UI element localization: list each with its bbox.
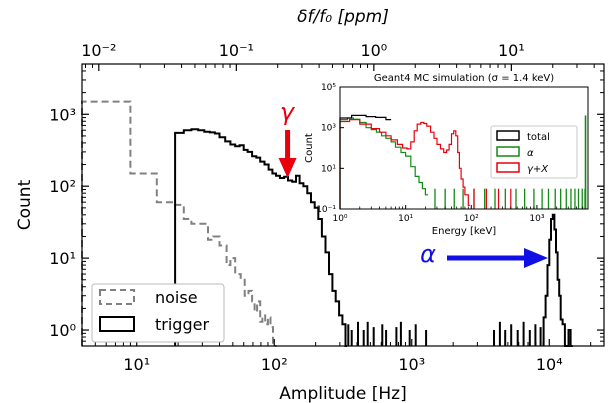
x-tick-label: 10³ (398, 355, 425, 374)
legend-swatch-noise (99, 289, 135, 305)
trigger-tail-bar (395, 327, 398, 346)
trigger-tail-bar (425, 330, 428, 346)
inset-x-axis-label: Energy [keV] (432, 226, 497, 237)
inset-plot: 10⁰ 10¹ 10² 10³ 10⁻¹ 10¹ 10³ 10⁵ Geant4 MC simu… (304, 73, 589, 237)
gamma-arrow-head (278, 158, 297, 178)
inset-series-total-line (339, 114, 392, 209)
y-tick-label: 10² (49, 177, 76, 196)
inset-y-tick-label: 10⁻¹ (316, 205, 336, 215)
inset-plot-frame (339, 86, 589, 210)
x-tick-label: 10¹ (123, 355, 150, 374)
gamma-annotation-label: γ (280, 98, 296, 126)
inset-x-tick-label: 10² (464, 214, 479, 224)
main-legend-box (91, 283, 225, 343)
trigger-tail-bar (385, 330, 388, 346)
inset-legend-label-alpha: α (527, 148, 534, 159)
inset-y-tick-label: 10¹ (321, 164, 336, 174)
inset-y-tick-label: 10⁵ (321, 83, 336, 93)
trigger-tail-bar (347, 324, 350, 346)
legend-label-trigger: trigger (155, 315, 209, 334)
series-noise-line (81, 100, 277, 347)
inset-legend-swatch-total (496, 130, 520, 141)
trigger-tail-bar (381, 324, 384, 346)
trigger-tail-bar (504, 330, 507, 346)
top-tick-label: 10⁰ (360, 41, 387, 60)
alpha-arrow-head (524, 248, 548, 268)
trigger-tail-bar (534, 324, 537, 346)
trigger-tail-bar (498, 321, 501, 346)
inset-legend-box (490, 125, 578, 179)
y-axis-label: Count (15, 179, 35, 230)
inset-series-gamma-line (339, 119, 470, 209)
trigger-tail-bar (539, 327, 542, 346)
trigger-tail-bar (366, 321, 369, 346)
trigger-alpha-peak (542, 213, 573, 347)
inset-y-tick-label: 10³ (321, 124, 336, 134)
trigger-tail-bar (372, 327, 375, 346)
top-tick-label: 10⁻¹ (219, 41, 254, 60)
top-axis-label: δf/f₀ [ppm] (297, 7, 389, 27)
inset-legend: total α γ+X (490, 125, 578, 179)
y-tick-label: 10⁰ (49, 321, 76, 340)
alpha-arrow-icon (447, 248, 548, 268)
trigger-tail-bar (399, 321, 402, 346)
trigger-tail-bar (362, 330, 365, 346)
trigger-tail-bar (516, 330, 519, 346)
main-legend: noise trigger (91, 283, 225, 343)
inset-title: Geant4 MC simulation (σ = 1.4 keV) (374, 73, 554, 84)
inset-series-layer (339, 114, 587, 209)
trigger-tail-bar (528, 330, 531, 346)
series-trigger-line (174, 128, 347, 347)
trigger-tail-bar (408, 330, 411, 346)
inset-x-tick-label: 10³ (529, 214, 544, 224)
top-tick-label: 10¹ (498, 41, 525, 60)
alpha-annotation-label: α (420, 240, 436, 268)
inset-y-axis-label: Count (304, 133, 315, 163)
inset-legend-swatch-gamma (496, 162, 520, 173)
trigger-tail-bar (522, 321, 525, 346)
legend-swatch-trigger (99, 316, 135, 332)
inset-legend-label-gamma: γ+X (527, 164, 549, 175)
y-tick-label: 10³ (49, 105, 76, 124)
top-tick-label: 10⁻² (81, 41, 116, 60)
legend-label-noise: noise (155, 288, 198, 307)
trigger-tail-bar (493, 330, 495, 346)
inset-axis-ticks: 10⁰ 10¹ 10² 10³ 10⁻¹ 10¹ 10³ 10⁵ (316, 83, 584, 224)
inset-legend-swatch-alpha (496, 146, 520, 157)
inset-x-tick-label: 10¹ (398, 214, 413, 224)
trigger-tail-bar (357, 321, 359, 346)
inset-x-tick-label: 10⁰ (332, 214, 347, 224)
x-axis-label: Amplitude [Hz] (279, 384, 407, 403)
gamma-arrow-icon (278, 130, 297, 178)
trigger-tail-bar (350, 330, 353, 346)
y-tick-label: 10¹ (49, 249, 76, 268)
x-tick-label: 10⁴ (536, 355, 563, 374)
trigger-tail-bar (510, 324, 513, 346)
trigger-tail-bar (414, 324, 417, 346)
x-tick-label: 10² (261, 355, 288, 374)
inset-legend-label-total: total (527, 132, 550, 143)
